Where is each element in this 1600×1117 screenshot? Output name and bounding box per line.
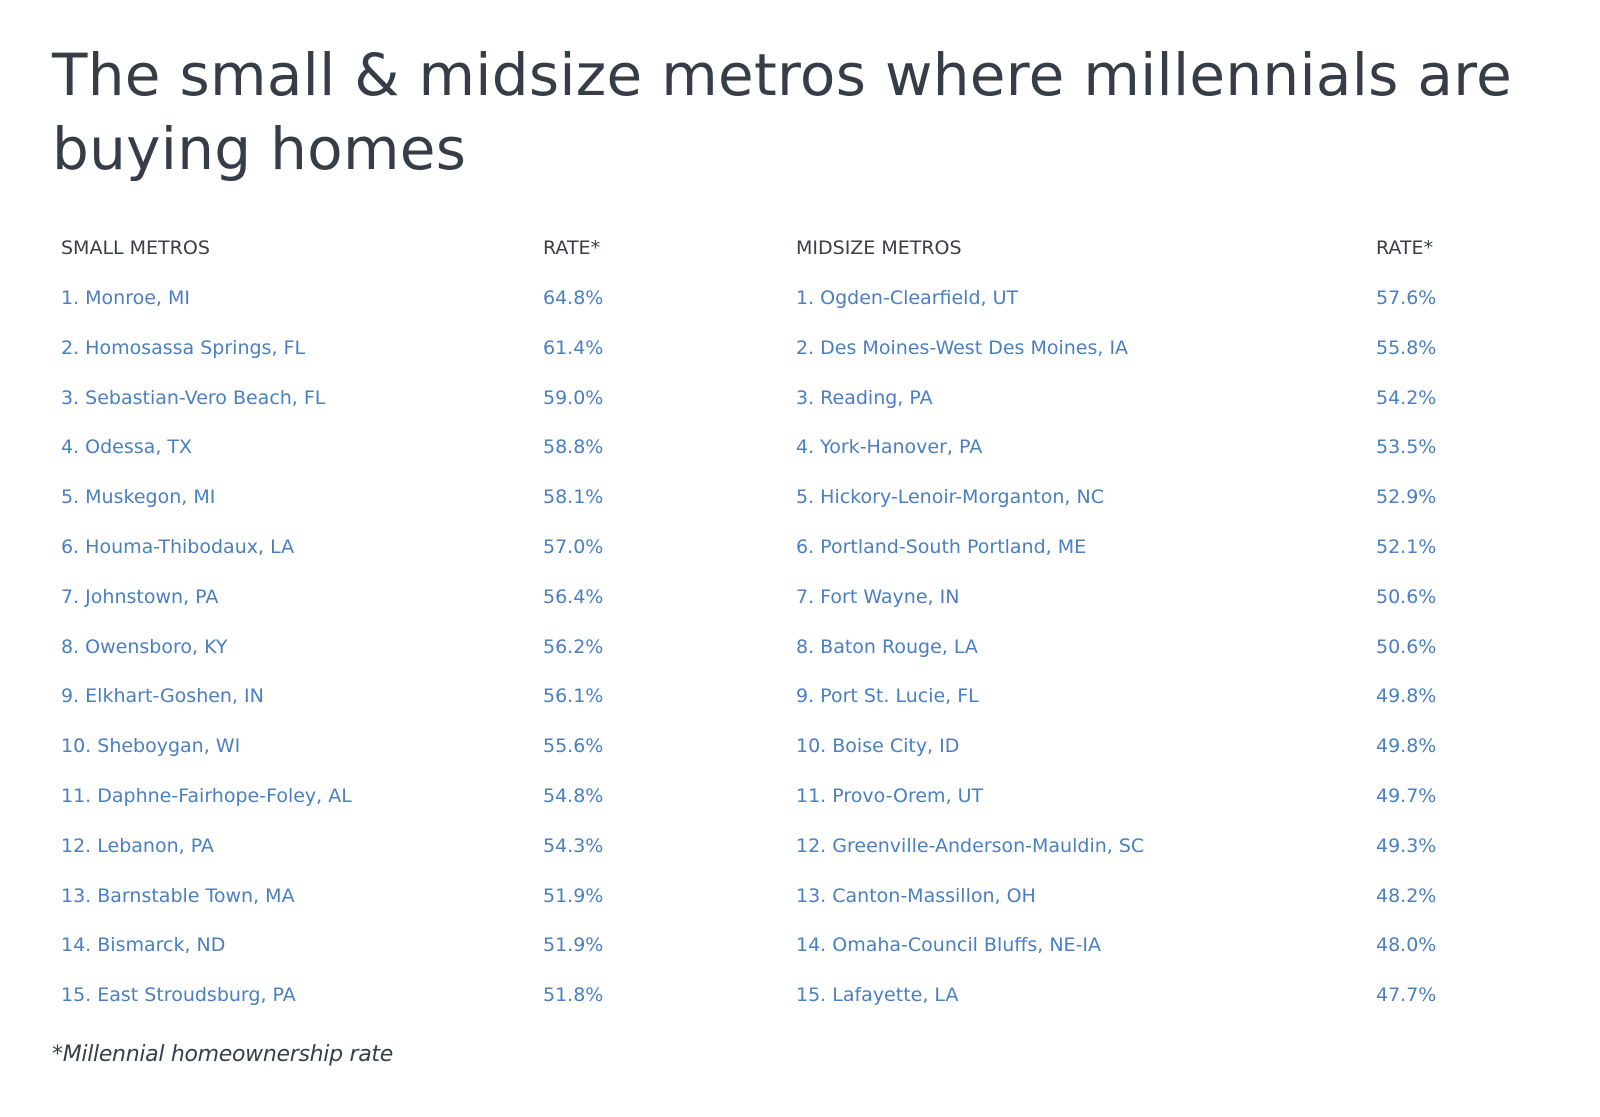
midsize-metros-names: 1. Ogden-Clearfield, UT 2. Des Moines-Wes… (796, 288, 1144, 1035)
rate-value[interactable]: 51.8% (543, 984, 604, 1007)
metro-link[interactable]: 10. Sheboygan, WI (61, 735, 241, 758)
metro-link[interactable]: 6. Portland-South Portland, ME (796, 535, 1087, 558)
metro-link[interactable]: 1. Monroe, MI (61, 287, 191, 309)
rate-value[interactable]: 49.8% (1376, 735, 1437, 758)
rate-value[interactable]: 47.7% (1376, 984, 1437, 1007)
midsize-metros-header: MIDSIZE METROS (796, 237, 962, 259)
rate-value[interactable]: 56.4% (543, 585, 604, 608)
small-metros-header: SMALL METROS (61, 237, 210, 259)
metro-link[interactable]: 15. East Stroudsburg, PA (61, 984, 296, 1007)
metro-link[interactable]: 4. Odessa, TX (61, 436, 193, 459)
metro-link[interactable]: 7. Johnstown, PA (61, 585, 219, 608)
metro-link[interactable]: 6. Houma-Thibodaux, LA (61, 535, 295, 558)
rate-value[interactable]: 54.2% (1376, 386, 1437, 409)
rate-value[interactable]: 53.5% (1376, 436, 1437, 459)
rate-value[interactable]: 64.8% (543, 287, 604, 309)
metro-link[interactable]: 5. Muskegon, MI (61, 486, 216, 509)
metro-link[interactable]: 9. Port St. Lucie, FL (796, 685, 979, 708)
metro-link[interactable]: 13. Canton-Massillon, OH (796, 884, 1036, 907)
rate-value[interactable]: 55.8% (1376, 336, 1437, 359)
rate-value[interactable]: 49.7% (1376, 784, 1437, 807)
rate-value[interactable]: 57.0% (543, 535, 604, 558)
metro-link[interactable]: 11. Provo-Orem, UT (796, 784, 984, 807)
metro-link[interactable]: 8. Baton Rouge, LA (796, 635, 978, 658)
rate-value[interactable]: 49.3% (1376, 834, 1437, 857)
rate-value[interactable]: 52.1% (1376, 535, 1437, 558)
metro-link[interactable]: 2. Homosassa Springs, FL (61, 336, 306, 359)
rate-value[interactable]: 58.8% (543, 436, 604, 459)
small-metros-rates: 64.8% 61.4% 59.0% 58.8% 58.1% 57.0% 56.4% 56.2%… (543, 288, 603, 1035)
metro-link[interactable]: 3. Reading, PA (796, 386, 933, 409)
metro-link[interactable]: 14. Bismarck, ND (61, 934, 226, 957)
rate-value[interactable]: 51.9% (543, 934, 604, 957)
page-title: The small & midsize metros where millenn… (52, 41, 1513, 183)
metro-link[interactable]: 13. Barnstable Town, MA (61, 884, 295, 907)
rate-value[interactable]: 48.0% (1376, 934, 1437, 957)
metro-link[interactable]: 12. Greenville-Anderson-Mauldin, SC (796, 834, 1145, 857)
metro-link[interactable]: 9. Elkhart-Goshen, IN (61, 685, 264, 708)
footnote: *Millennial homeownership rate (52, 1042, 393, 1067)
rate-value[interactable]: 56.1% (543, 685, 604, 708)
rate-value[interactable]: 54.8% (543, 784, 604, 807)
metro-link[interactable]: 2. Des Moines-West Des Moines, IA (796, 336, 1129, 359)
rate-value[interactable]: 51.9% (543, 884, 604, 907)
midsize-metros-rates: 57.6% 55.8% 54.2% 53.5% 52.9% 52.1% 50.6% 50.6%… (1376, 288, 1436, 1035)
small-rate-header: RATE* (543, 237, 601, 259)
rate-value[interactable]: 56.2% (543, 635, 604, 658)
rate-value[interactable]: 58.1% (543, 486, 604, 509)
metro-link[interactable]: 3. Sebastian-Vero Beach, FL (61, 386, 326, 409)
rate-value[interactable]: 59.0% (543, 386, 604, 409)
metro-link[interactable]: 11. Daphne-Fairhope-Foley, AL (61, 784, 352, 807)
small-metros-names: 1. Monroe, MI 2. Homosassa Springs, FL 3. … (61, 288, 352, 1035)
midsize-rate-header: RATE* (1376, 237, 1434, 259)
rate-value[interactable]: 61.4% (543, 336, 604, 359)
rate-value[interactable]: 52.9% (1376, 486, 1437, 509)
metro-link[interactable]: 10. Boise City, ID (796, 735, 960, 758)
metro-link[interactable]: 1. Ogden-Clearfield, UT (796, 287, 1019, 309)
metro-link[interactable]: 12. Lebanon, PA (61, 834, 214, 857)
rate-value[interactable]: 48.2% (1376, 884, 1437, 907)
rate-value[interactable]: 50.6% (1376, 635, 1437, 658)
rate-value[interactable]: 54.3% (543, 834, 604, 857)
metro-link[interactable]: 7. Fort Wayne, IN (796, 585, 960, 608)
rate-value[interactable]: 55.6% (543, 735, 604, 758)
rate-value[interactable]: 57.6% (1376, 287, 1437, 309)
metro-link[interactable]: 8. Owensboro, KY (61, 635, 228, 658)
metro-link[interactable]: 5. Hickory-Lenoir-Morganton, NC (796, 486, 1104, 509)
metro-link[interactable]: 15. Lafayette, LA (796, 984, 959, 1007)
rate-value[interactable]: 50.6% (1376, 585, 1437, 608)
rate-value[interactable]: 49.8% (1376, 685, 1437, 708)
metro-link[interactable]: 14. Omaha-Council Bluffs, NE-IA (796, 934, 1102, 957)
metro-link[interactable]: 4. York-Hanover, PA (796, 436, 983, 459)
